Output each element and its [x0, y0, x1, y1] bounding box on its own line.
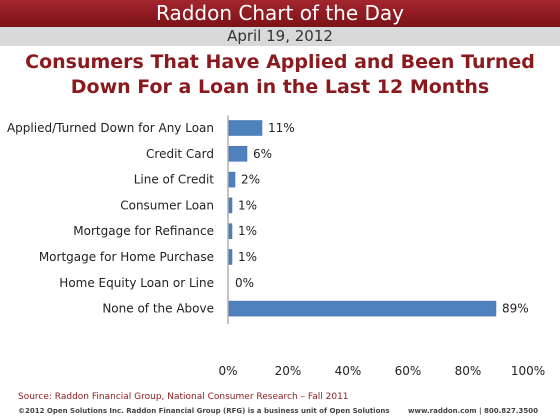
bar: [228, 249, 233, 265]
category-label: Home Equity Loan or Line: [59, 276, 214, 290]
banner-title: Raddon Chart of the Day: [0, 0, 560, 27]
data-label: 89%: [502, 302, 529, 316]
category-label: None of the Above: [102, 302, 214, 316]
bar: [228, 171, 236, 188]
x-tick-label: 20%: [275, 364, 302, 378]
category-label: Mortgage for Home Purchase: [39, 250, 214, 264]
category-label: Line of Credit: [134, 173, 215, 187]
data-label: 2%: [241, 173, 260, 187]
category-label: Mortgage for Refinance: [73, 224, 214, 238]
bar: [228, 223, 233, 239]
x-tick-label: 100%: [511, 364, 545, 378]
chart-title: Consumers That Have Applied and Been Tur…: [0, 50, 560, 100]
bar: [228, 146, 248, 162]
data-label: 11%: [268, 121, 295, 135]
bar: [228, 197, 233, 214]
data-label: 0%: [235, 276, 254, 290]
category-label: Applied/Turned Down for Any Loan: [7, 121, 214, 135]
category-label: Credit Card: [146, 147, 214, 161]
data-label: 1%: [238, 198, 257, 212]
x-tick-label: 40%: [335, 364, 362, 378]
x-tick-label: 80%: [455, 364, 482, 378]
source-note: Source: Raddon Financial Group, National…: [18, 392, 349, 402]
contact-info: www.raddon.com | 800.827.3500: [408, 407, 538, 415]
x-tick-label: 0%: [218, 364, 237, 378]
category-label: Consumer Loan: [120, 198, 214, 212]
chart-title-line-1: Consumers That Have Applied and Been Tur…: [25, 51, 535, 73]
copyright-note: ©2012 Open Solutions Inc. Raddon Financi…: [18, 407, 390, 415]
bar: [228, 120, 263, 136]
data-label: 1%: [238, 224, 257, 238]
data-label: 1%: [238, 250, 257, 264]
x-tick-label: 60%: [395, 364, 422, 378]
date-label: April 19, 2012: [0, 27, 560, 46]
bar: [228, 300, 497, 317]
data-label: 6%: [253, 147, 272, 161]
chart-title-line-2: Down For a Loan in the Last 12 Months: [70, 76, 490, 98]
